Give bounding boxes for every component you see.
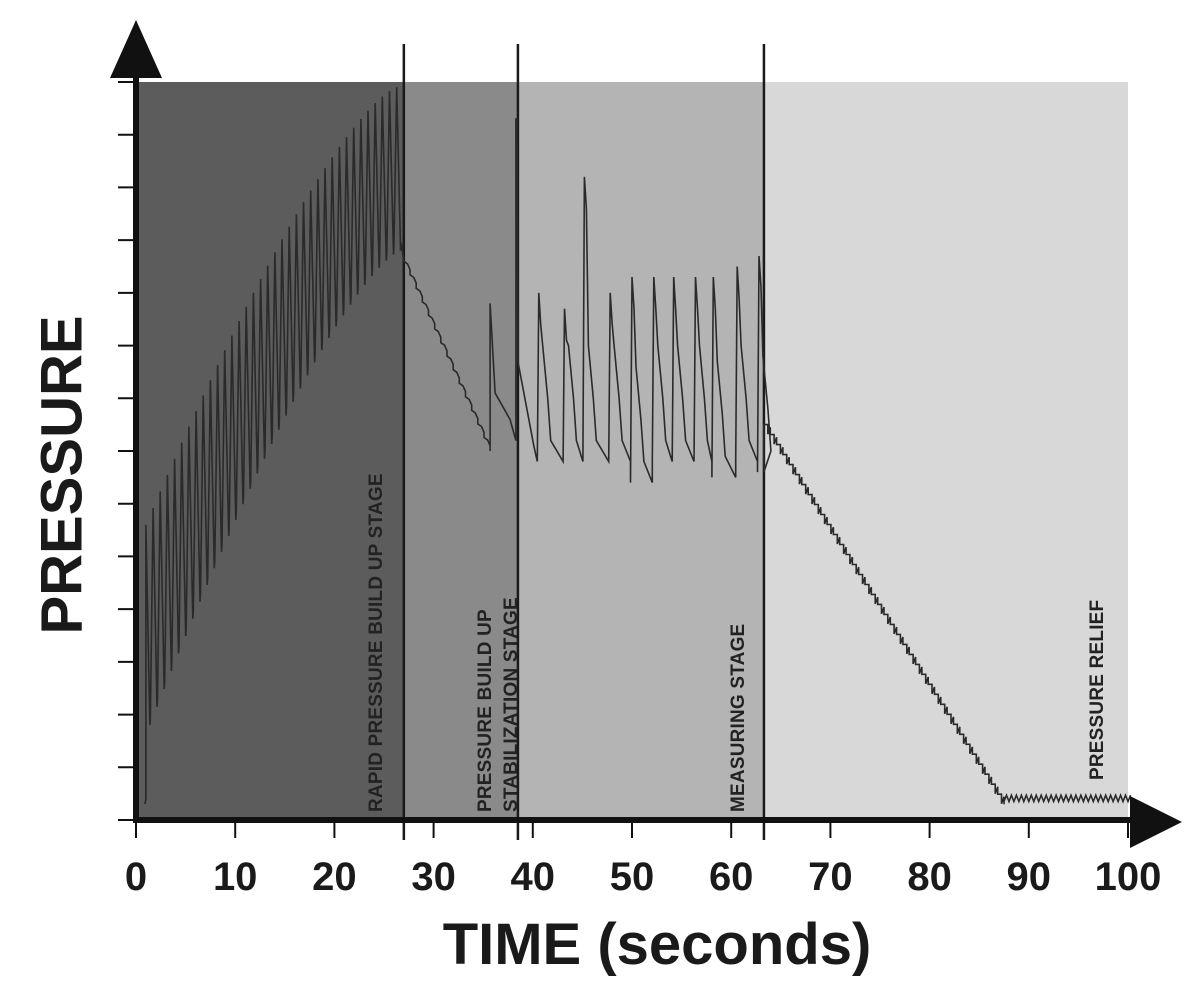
x-tick-label-30: 30 xyxy=(411,855,456,899)
stage-label-2-line-2: STABILIZATION STAGE xyxy=(501,597,522,812)
stage-band-4 xyxy=(763,82,1128,820)
axes xyxy=(110,20,1182,848)
stage-bands xyxy=(136,82,1128,820)
x-tick-label-0: 0 xyxy=(125,855,147,899)
x-tick-label-90: 90 xyxy=(1007,855,1052,899)
stage-label-1: RAPID PRESSURE BUILD UP STAGE xyxy=(366,473,387,812)
stage-labels: RAPID PRESSURE BUILD UP STAGE PRESSURE BU… xyxy=(366,473,1108,812)
x-tick-label-40: 40 xyxy=(511,855,556,899)
x-axis-title: TIME (seconds) xyxy=(443,912,872,977)
y-axis-arrowhead xyxy=(110,20,162,78)
x-tick-label-70: 70 xyxy=(808,855,853,899)
y-axis-ticks xyxy=(118,81,136,821)
y-axis-title: PRESSURE xyxy=(29,315,94,634)
x-tick-label-100: 100 xyxy=(1095,855,1162,899)
stage-band-2 xyxy=(403,82,518,820)
x-tick-label-50: 50 xyxy=(610,855,655,899)
x-axis-arrowhead xyxy=(1130,796,1182,848)
x-tick-label-60: 60 xyxy=(709,855,754,899)
stage-label-3: MEASURING STAGE xyxy=(728,624,749,812)
pressure-series-line xyxy=(144,87,1132,805)
stage-label-2-line-1: PRESSURE BUILD UP xyxy=(475,609,496,812)
x-tick-label-20: 20 xyxy=(312,855,357,899)
stage-label-4: PRESSURE RELIEF xyxy=(1087,600,1108,780)
x-tick-label-80: 80 xyxy=(907,855,952,899)
stage-band-1 xyxy=(136,82,404,820)
stage-band-3 xyxy=(517,82,764,820)
x-tick-label-10: 10 xyxy=(213,855,258,899)
x-axis-ticks: 0 10 20 30 40 50 60 70 80 90 100 xyxy=(125,820,1162,899)
